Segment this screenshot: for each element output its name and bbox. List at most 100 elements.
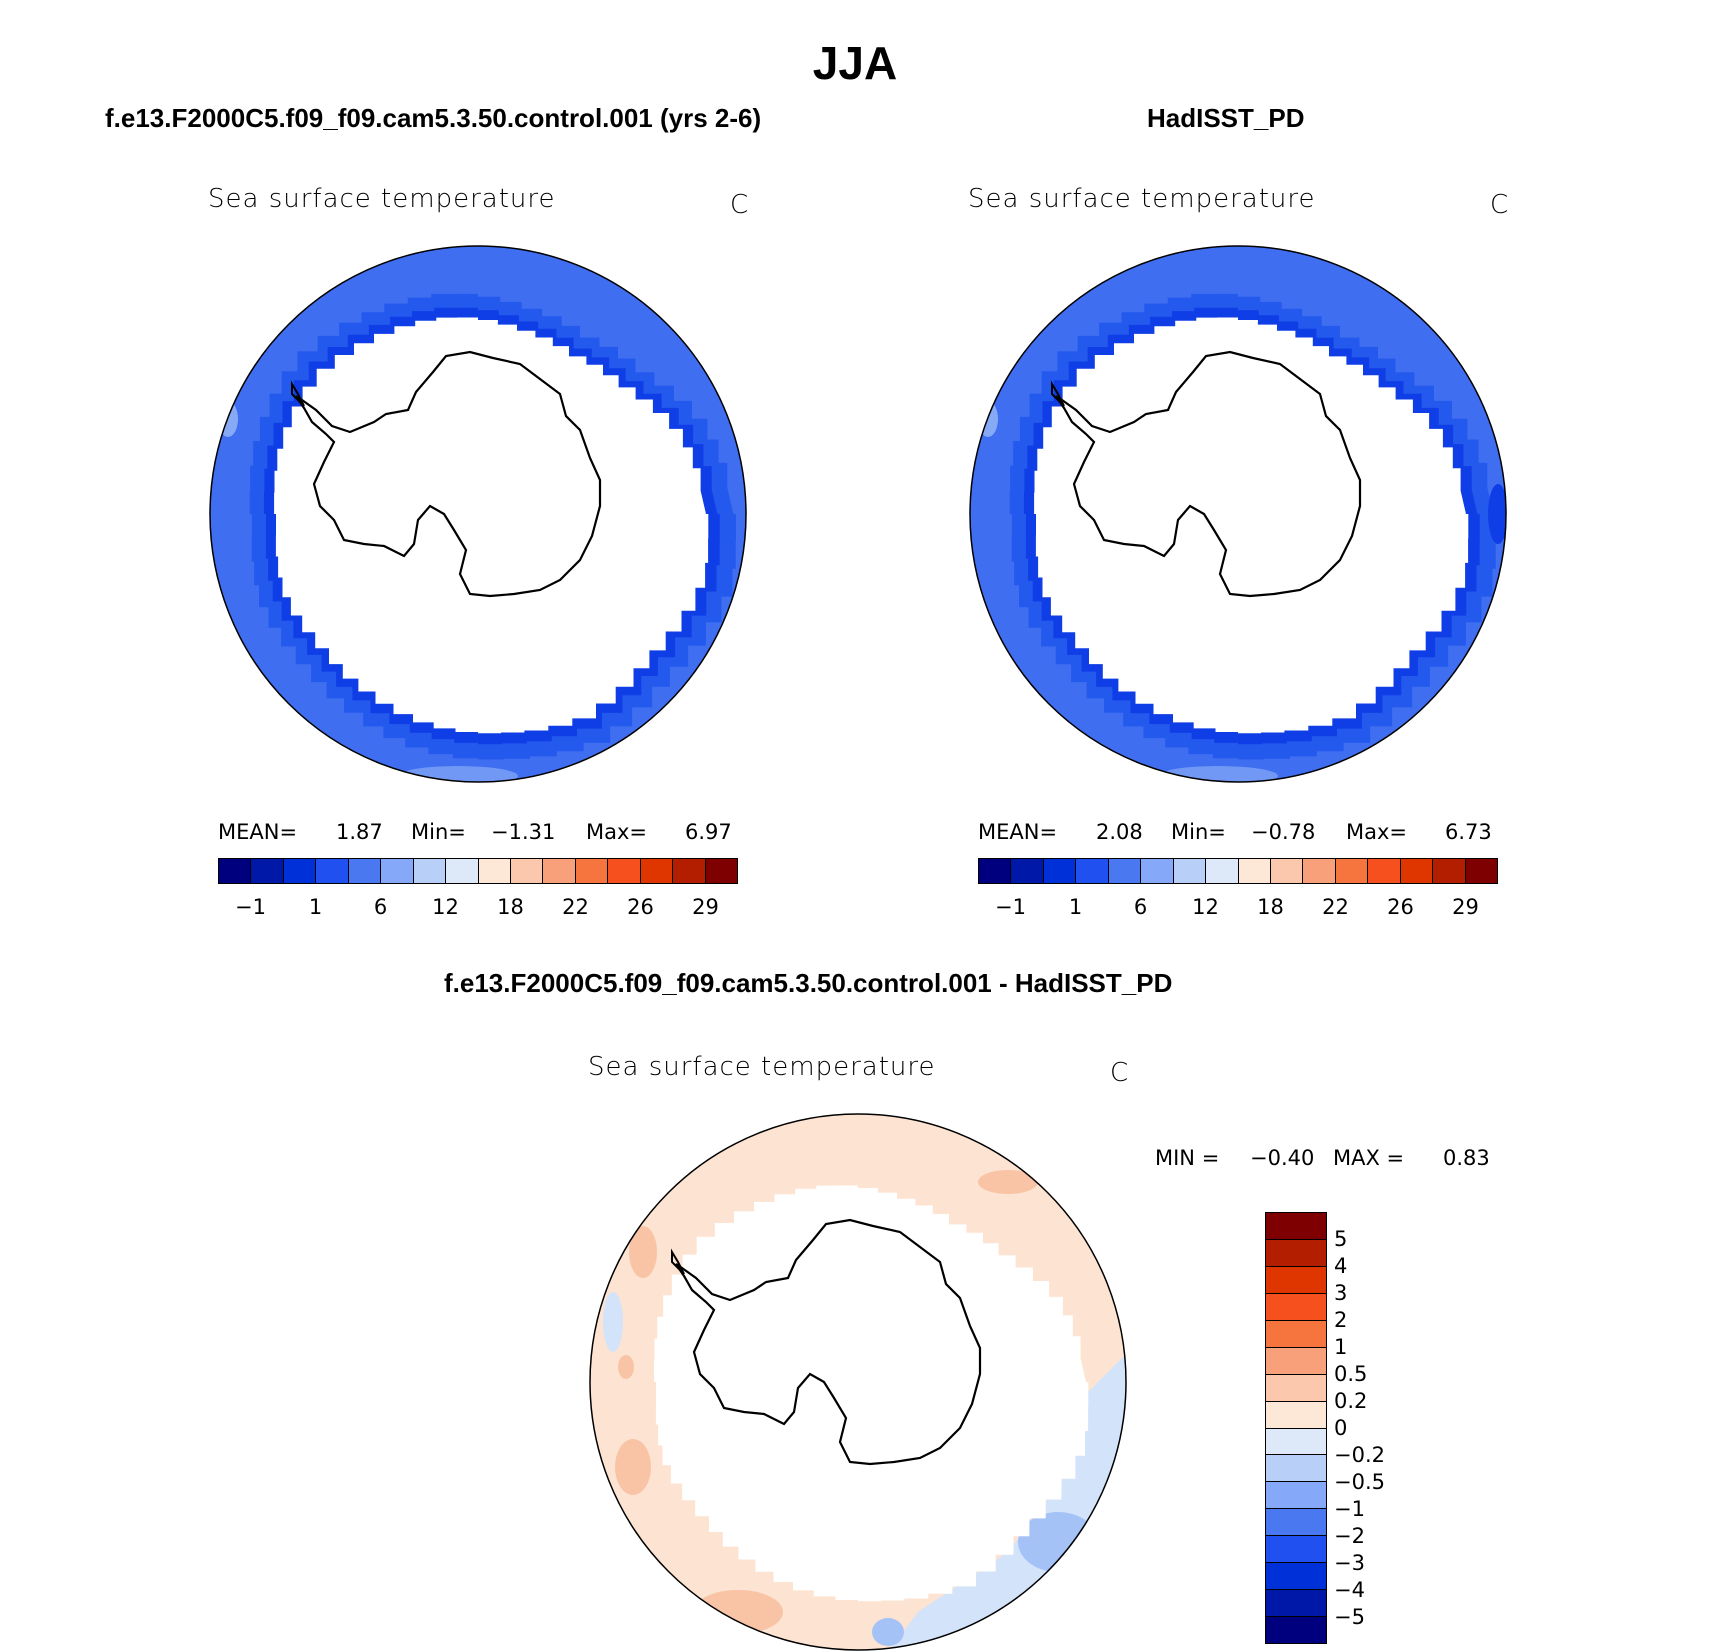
colorbar-box: [1465, 859, 1497, 883]
colorbar-tick-label: −1: [995, 895, 1026, 919]
min-label: Min=: [1171, 820, 1226, 844]
colorbar-tick-label: 0.2: [1334, 1389, 1368, 1413]
min-value: −0.40: [1250, 1146, 1315, 1170]
stats-line-obs: MEAN= 2.08 Min= −0.78 Max= 6.73: [978, 820, 1498, 846]
colorbar-tick-label: 5: [1334, 1227, 1348, 1251]
max-value: 0.83: [1443, 1146, 1490, 1170]
colorbar-tick-label: −1: [235, 895, 266, 919]
colorbar-tick-label: −3: [1334, 1551, 1365, 1575]
colorbar-box: [1011, 859, 1044, 883]
colorbar-box: [446, 859, 479, 883]
antarctica-coastline: [1055, 350, 1362, 598]
colorbar-box: [640, 859, 674, 883]
colorbar-box: [1266, 1536, 1326, 1564]
map-boundary: [209, 245, 747, 783]
colorbar-box: [1141, 859, 1174, 883]
colorbar-box: [1400, 859, 1434, 883]
colorbar-tick-label: 22: [1322, 895, 1349, 919]
colorbar-tick-label: 4: [1334, 1254, 1348, 1278]
colorbar-tick-label: 12: [1192, 895, 1219, 919]
colorbar-tick-label: 1: [1334, 1335, 1348, 1359]
max-value: 6.73: [1445, 820, 1492, 844]
colorbar-box: [219, 859, 252, 883]
colorbar-diff: [1265, 1212, 1327, 1644]
colorbar-tick-label: −1: [1334, 1497, 1365, 1521]
colorbar-box: [381, 859, 414, 883]
map-boundary: [969, 245, 1507, 783]
min-label: Min=: [411, 820, 466, 844]
stats-line-model: MEAN= 1.87 Min= −1.31 Max= 6.97: [218, 820, 738, 846]
colorbar-box: [1108, 859, 1142, 883]
colorbar-box: [1266, 1293, 1326, 1321]
sea-ice-mask: [654, 1185, 1089, 1602]
colorbar-tick-label: 6: [1133, 895, 1148, 919]
panel-title-diff: f.e13.F2000C5.f09_f09.cam5.3.50.control.…: [444, 968, 1173, 998]
max-label: Max=: [1346, 820, 1408, 844]
colorbar-box: [575, 859, 609, 883]
units-label-model: C: [730, 190, 750, 220]
colorbar-tick-label: 0.5: [1334, 1362, 1368, 1386]
colorbar-box: [1266, 1455, 1326, 1483]
colorbar-tick-label: 22: [562, 895, 589, 919]
colorbar-box: [1173, 859, 1207, 883]
colorbar-box: [608, 859, 641, 883]
polar-map-obs: [969, 245, 1507, 783]
mean-value: 1.87: [336, 820, 383, 844]
min-value: −1.31: [491, 820, 556, 844]
colorbar-box: [1266, 1428, 1326, 1456]
colorbar-tick-label: 12: [432, 895, 459, 919]
variable-label-diff: Sea surface temperature: [588, 1052, 936, 1082]
colorbar-tick-label: 18: [497, 895, 524, 919]
mean-label: MEAN=: [218, 820, 298, 844]
variable-label-obs: Sea surface temperature: [968, 184, 1316, 214]
colorbar-box: [1266, 1509, 1326, 1537]
colorbar-tick-label: −5: [1334, 1605, 1365, 1629]
colorbar-box: [1303, 859, 1336, 883]
colorbar-box: [1266, 1266, 1326, 1294]
colorbar-tick-label: 1: [1068, 895, 1083, 919]
colorbar-box: [283, 859, 317, 883]
mean-label: MEAN=: [978, 820, 1058, 844]
panel-title-obs: HadISST_PD: [1147, 103, 1305, 133]
colorbar-box: [316, 859, 349, 883]
colorbar-box: [1433, 859, 1466, 883]
colorbar-tick-label: 29: [692, 895, 719, 919]
panel-title-model: f.e13.F2000C5.f09_f09.cam5.3.50.control.…: [105, 103, 762, 133]
colorbar-tick-label: −0.2: [1334, 1443, 1385, 1467]
colorbar-box: [1368, 859, 1401, 883]
colorbar-box: [1266, 1239, 1326, 1267]
colorbar-box: [413, 859, 447, 883]
colorbar-box: [478, 859, 511, 883]
sea-ice-mask: [274, 317, 709, 734]
colorbar-model: [218, 858, 738, 884]
colorbar-box: [1266, 1590, 1326, 1618]
polar-map-diff: [589, 1113, 1127, 1651]
colorbar-tick-label: 29: [1452, 895, 1479, 919]
colorbar-box: [1043, 859, 1077, 883]
max-value: 6.97: [685, 820, 732, 844]
figure-title: JJA: [812, 37, 898, 89]
min-value: −0.78: [1251, 820, 1316, 844]
colorbar-tick-label: 18: [1257, 895, 1284, 919]
colorbar-box: [348, 859, 382, 883]
colorbar-box: [1266, 1213, 1326, 1240]
colorbar-tick-label: 2: [1334, 1308, 1348, 1332]
stats-line-diff: MIN = −0.40 MAX = 0.83: [1155, 1146, 1515, 1172]
colorbar-box: [1266, 1347, 1326, 1375]
units-label-obs: C: [1490, 190, 1510, 220]
polar-map-model: [209, 245, 747, 783]
colorbar-box: [979, 859, 1012, 883]
colorbar-box: [1076, 859, 1109, 883]
sea-ice-mask: [1034, 317, 1469, 734]
colorbar-box: [705, 859, 737, 883]
colorbar-obs: [978, 858, 1498, 884]
colorbar-tick-label: 3: [1334, 1281, 1348, 1305]
colorbar-tick-label: 26: [627, 895, 654, 919]
colorbar-box: [543, 859, 576, 883]
colorbar-tick-label: −2: [1334, 1524, 1365, 1548]
antarctica-coastline: [295, 350, 602, 598]
colorbar-ticks-model: −1 1 6 12 18 22 26 29: [218, 895, 738, 921]
colorbar-tick-label: −0.5: [1334, 1470, 1385, 1494]
colorbar-box: [673, 859, 706, 883]
max-label: Max=: [586, 820, 648, 844]
